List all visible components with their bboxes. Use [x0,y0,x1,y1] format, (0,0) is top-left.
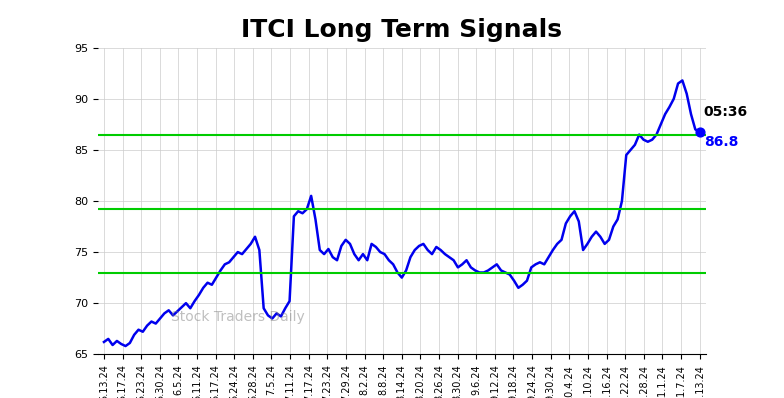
Text: 05:36: 05:36 [704,105,748,119]
Title: ITCI Long Term Signals: ITCI Long Term Signals [241,18,562,42]
Text: Stock Traders Daily: Stock Traders Daily [171,310,305,324]
Text: 86.8: 86.8 [704,135,739,148]
Point [693,128,706,135]
